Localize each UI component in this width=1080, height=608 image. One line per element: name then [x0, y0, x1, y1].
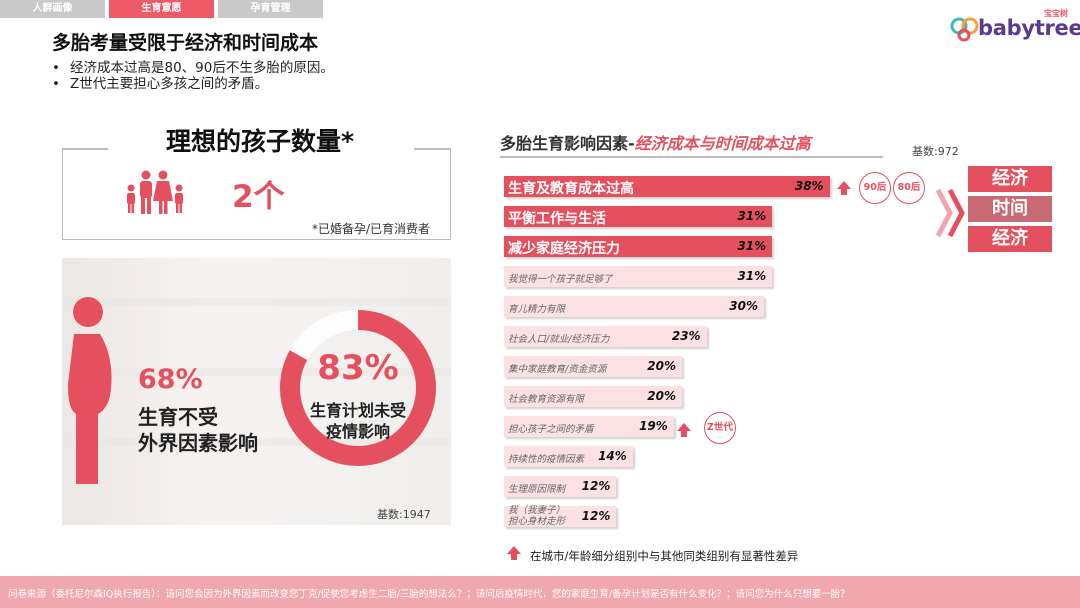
ideal-children-note: *已婚备孕/已育消费者	[312, 222, 431, 236]
chart-title: 多胎生育影响因素-经济成本与时间成本过高	[500, 134, 811, 153]
bar-0: 生育及教育成本过高 38%	[504, 176, 830, 197]
bar-9: 持续性的疫情因素 14%	[504, 446, 633, 467]
chart-base-count: 基数:972	[912, 145, 959, 158]
bar-value-label: 12%	[581, 509, 611, 523]
logo-cn-text: 宝宝树	[1044, 9, 1068, 18]
bar-value-label: 19%	[639, 419, 668, 433]
bar-label: 生育及教育成本过高	[508, 181, 634, 197]
bar-value-label: 31%	[737, 209, 767, 223]
pregnant-woman-icon	[68, 297, 112, 484]
bar-5: 社会人口/就业/经济压力 23%	[504, 326, 707, 347]
factor-time: 时间	[968, 196, 1052, 222]
stat-68-caption: 生育不受 外界因素影响	[138, 405, 258, 455]
bar-3: 我觉得一个孩子就足够了 31%	[504, 266, 773, 287]
bar-value-label: 23%	[671, 329, 701, 343]
stat-83-caption: 生育计划未受 疫情影响	[309, 401, 406, 441]
ideal-children-value: 2个	[232, 179, 285, 215]
divider	[62, 148, 108, 150]
badge-80s: 80后	[893, 172, 925, 204]
divider	[414, 148, 451, 150]
logo-text: babytree	[978, 16, 1080, 40]
bar-value-label: 30%	[729, 299, 758, 313]
bullet-item: Z世代主要担心多孩之间的矛盾。	[52, 76, 334, 92]
bar-value-label: 38%	[794, 179, 824, 193]
bar-label: 持续性的疫情因素	[508, 454, 585, 465]
bar-7: 社会教育资源有限 20%	[504, 386, 682, 407]
donut-arc	[280, 310, 436, 466]
logo-mark-icon	[950, 17, 979, 42]
significance-up-arrow-icon	[507, 546, 521, 560]
bar-1: 平衡工作与生活 31%	[504, 206, 773, 227]
bar-4: 育儿精力有限 30%	[504, 296, 764, 317]
tab-pregnancy-management[interactable]: 孕育管理	[218, 0, 323, 18]
bullet-item: 经济成本过高是80、90后不生多胎的原因。	[52, 60, 334, 76]
page-title: 多胎考量受限于经济和时间成本	[52, 32, 319, 54]
tab-audience-profile[interactable]: 人群画像	[0, 0, 105, 18]
bar-label: 平衡工作与生活	[508, 211, 606, 227]
bar-label: 我（我妻子）担心身材走形	[508, 505, 566, 527]
bar-value-label: 31%	[737, 269, 767, 283]
donut-83-chart	[280, 310, 436, 466]
bar-label: 社会人口/就业/经济压力	[508, 334, 610, 345]
significance-up-arrow-icon	[837, 181, 851, 195]
badge-90s: 90后	[859, 172, 891, 204]
footer-bar: 问卷来源（委托尼尔森IQ执行报告）：请问您会因为外界因素而改变您丁克/促使您考虑…	[0, 576, 1080, 608]
stat-83-value: 83%	[317, 348, 399, 388]
bar-label: 减少家庭经济压力	[508, 241, 620, 257]
bar-value-label: 20%	[647, 389, 676, 403]
bar-value-label: 31%	[737, 239, 767, 253]
summary-bullets: 经济成本过高是80、90后不生多胎的原因。 Z世代主要担心多孩之间的矛盾。	[52, 60, 334, 92]
ideal-children-box	[62, 148, 451, 240]
shopping-photo	[62, 258, 451, 525]
chevron-right-icon	[936, 188, 965, 238]
family-icon	[127, 170, 183, 214]
bar-6: 集中家庭教育/资金资源 20%	[504, 356, 682, 377]
significance-up-arrow-icon	[677, 423, 691, 437]
bar-label: 生理原因限制	[508, 484, 566, 495]
bar-value-label: 14%	[598, 449, 627, 463]
factor-economic: 经济	[968, 166, 1052, 192]
factor-economic: 经济	[968, 226, 1052, 252]
bar-label: 我觉得一个孩子就足够了	[508, 274, 613, 285]
bar-11: 我（我妻子）担心身材走形 12%	[504, 505, 617, 527]
legend-note: 在城市/年龄细分组别中与其他同类组别有显著性差异	[530, 549, 799, 563]
tab-fertility-intention[interactable]: 生育意愿	[109, 0, 214, 18]
photo-base-count: 基数:1947	[377, 508, 431, 521]
top-tabs: 人群画像 生育意愿 孕育管理	[0, 0, 327, 18]
bar-label: 集中家庭教育/资金资源	[508, 364, 607, 375]
stat-68-value: 68%	[138, 364, 203, 395]
bar-2: 减少家庭经济压力 31%	[504, 236, 773, 257]
babytree-logo: 宝宝树 babytree	[948, 8, 1080, 42]
badge-gen-z: Z世代	[704, 412, 736, 444]
bar-8: 担心孩子之间的矛盾 19%	[504, 416, 674, 437]
chart-title-underline	[500, 156, 883, 158]
bar-value-label: 20%	[647, 359, 676, 373]
bar-value-label: 12%	[581, 479, 611, 493]
bar-label: 担心孩子之间的矛盾	[508, 424, 594, 435]
bar-10: 生理原因限制 12%	[504, 476, 617, 497]
ideal-children-title: 理想的孩子数量*	[112, 122, 408, 162]
bar-label: 育儿精力有限	[508, 304, 566, 315]
bar-label: 社会教育资源有限	[508, 394, 585, 405]
footer-source-text: 问卷来源（委托尼尔森IQ执行报告）：请问您会因为外界因素而改变您丁克/促使您考虑…	[8, 589, 850, 600]
